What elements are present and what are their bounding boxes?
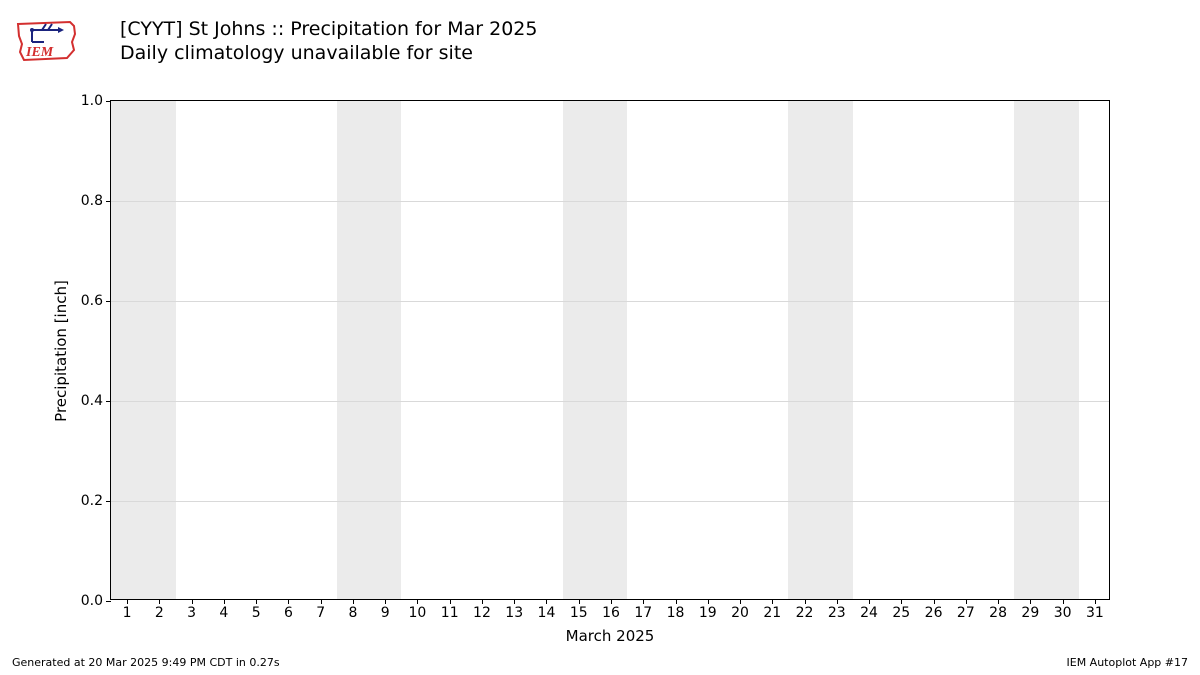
x-tick bbox=[353, 599, 354, 604]
x-tick-label: 24 bbox=[860, 605, 878, 621]
y-tick-label: 0.8 bbox=[81, 193, 103, 209]
chart-subtitle: Daily climatology unavailable for site bbox=[120, 42, 537, 64]
x-tick-label: 6 bbox=[284, 605, 293, 621]
x-tick bbox=[611, 599, 612, 604]
y-tick-label: 0.2 bbox=[81, 493, 103, 509]
plot-area: Precipitation [inch] March 2025 0.00.20.… bbox=[110, 100, 1110, 600]
x-tick-label: 10 bbox=[409, 605, 427, 621]
x-tick-label: 12 bbox=[473, 605, 491, 621]
y-axis-label: Precipitation [inch] bbox=[52, 280, 70, 422]
x-tick bbox=[1030, 599, 1031, 604]
x-tick bbox=[514, 599, 515, 604]
x-tick bbox=[417, 599, 418, 604]
x-tick bbox=[579, 599, 580, 604]
x-tick bbox=[643, 599, 644, 604]
x-tick bbox=[1063, 599, 1064, 604]
x-tick bbox=[708, 599, 709, 604]
x-tick bbox=[482, 599, 483, 604]
x-tick bbox=[934, 599, 935, 604]
x-tick-label: 9 bbox=[381, 605, 390, 621]
y-tick-label: 1.0 bbox=[81, 93, 103, 109]
x-tick bbox=[192, 599, 193, 604]
x-tick-label: 28 bbox=[989, 605, 1007, 621]
x-tick bbox=[740, 599, 741, 604]
y-tick-label: 0.0 bbox=[81, 593, 103, 609]
x-tick-label: 20 bbox=[731, 605, 749, 621]
y-tick bbox=[106, 601, 111, 602]
iem-logo: IEM bbox=[12, 16, 82, 68]
x-tick-label: 23 bbox=[828, 605, 846, 621]
weekend-band bbox=[788, 101, 853, 599]
weekend-band bbox=[111, 101, 176, 599]
x-tick-label: 17 bbox=[634, 605, 652, 621]
x-tick bbox=[772, 599, 773, 604]
x-tick bbox=[159, 599, 160, 604]
x-tick bbox=[385, 599, 386, 604]
x-tick-label: 25 bbox=[892, 605, 910, 621]
y-tick bbox=[106, 301, 111, 302]
x-tick-label: 13 bbox=[505, 605, 523, 621]
grid-line bbox=[111, 501, 1109, 502]
x-tick bbox=[805, 599, 806, 604]
chart-title-block: [CYYT] St Johns :: Precipitation for Mar… bbox=[120, 18, 537, 64]
x-tick bbox=[998, 599, 999, 604]
x-tick bbox=[546, 599, 547, 604]
y-tick bbox=[106, 501, 111, 502]
x-tick-label: 5 bbox=[252, 605, 261, 621]
x-tick bbox=[901, 599, 902, 604]
x-tick-label: 4 bbox=[219, 605, 228, 621]
footer-app: IEM Autoplot App #17 bbox=[1067, 656, 1189, 669]
x-tick-label: 22 bbox=[796, 605, 814, 621]
x-tick bbox=[869, 599, 870, 604]
x-tick bbox=[966, 599, 967, 604]
x-tick-label: 7 bbox=[316, 605, 325, 621]
y-tick-label: 0.4 bbox=[81, 393, 103, 409]
weekend-band bbox=[563, 101, 628, 599]
x-tick-label: 8 bbox=[348, 605, 357, 621]
x-tick bbox=[837, 599, 838, 604]
x-tick-label: 14 bbox=[538, 605, 556, 621]
x-tick-label: 26 bbox=[925, 605, 943, 621]
y-tick bbox=[106, 101, 111, 102]
x-tick bbox=[224, 599, 225, 604]
svg-text:IEM: IEM bbox=[25, 45, 54, 60]
x-tick-label: 21 bbox=[763, 605, 781, 621]
x-tick-label: 2 bbox=[155, 605, 164, 621]
x-tick-label: 3 bbox=[187, 605, 196, 621]
x-tick-label: 1 bbox=[123, 605, 132, 621]
x-tick bbox=[127, 599, 128, 604]
grid-line bbox=[111, 201, 1109, 202]
y-tick bbox=[106, 401, 111, 402]
y-tick-label: 0.6 bbox=[81, 293, 103, 309]
x-tick bbox=[450, 599, 451, 604]
x-tick bbox=[676, 599, 677, 604]
x-tick bbox=[1095, 599, 1096, 604]
x-tick-label: 30 bbox=[1054, 605, 1072, 621]
footer-generated: Generated at 20 Mar 2025 9:49 PM CDT in … bbox=[12, 656, 280, 669]
grid-line bbox=[111, 401, 1109, 402]
x-tick bbox=[256, 599, 257, 604]
x-tick-label: 15 bbox=[570, 605, 588, 621]
x-tick-label: 16 bbox=[602, 605, 620, 621]
grid-line bbox=[111, 301, 1109, 302]
x-tick bbox=[321, 599, 322, 604]
x-tick-label: 18 bbox=[667, 605, 685, 621]
x-tick-label: 11 bbox=[441, 605, 459, 621]
x-tick-label: 31 bbox=[1086, 605, 1104, 621]
chart-title: [CYYT] St Johns :: Precipitation for Mar… bbox=[120, 18, 537, 40]
x-tick-label: 19 bbox=[699, 605, 717, 621]
weekend-band bbox=[1014, 101, 1079, 599]
weekend-band bbox=[337, 101, 402, 599]
x-tick bbox=[288, 599, 289, 604]
x-axis-label: March 2025 bbox=[566, 627, 655, 645]
x-tick-label: 27 bbox=[957, 605, 975, 621]
y-tick bbox=[106, 201, 111, 202]
x-tick-label: 29 bbox=[1021, 605, 1039, 621]
